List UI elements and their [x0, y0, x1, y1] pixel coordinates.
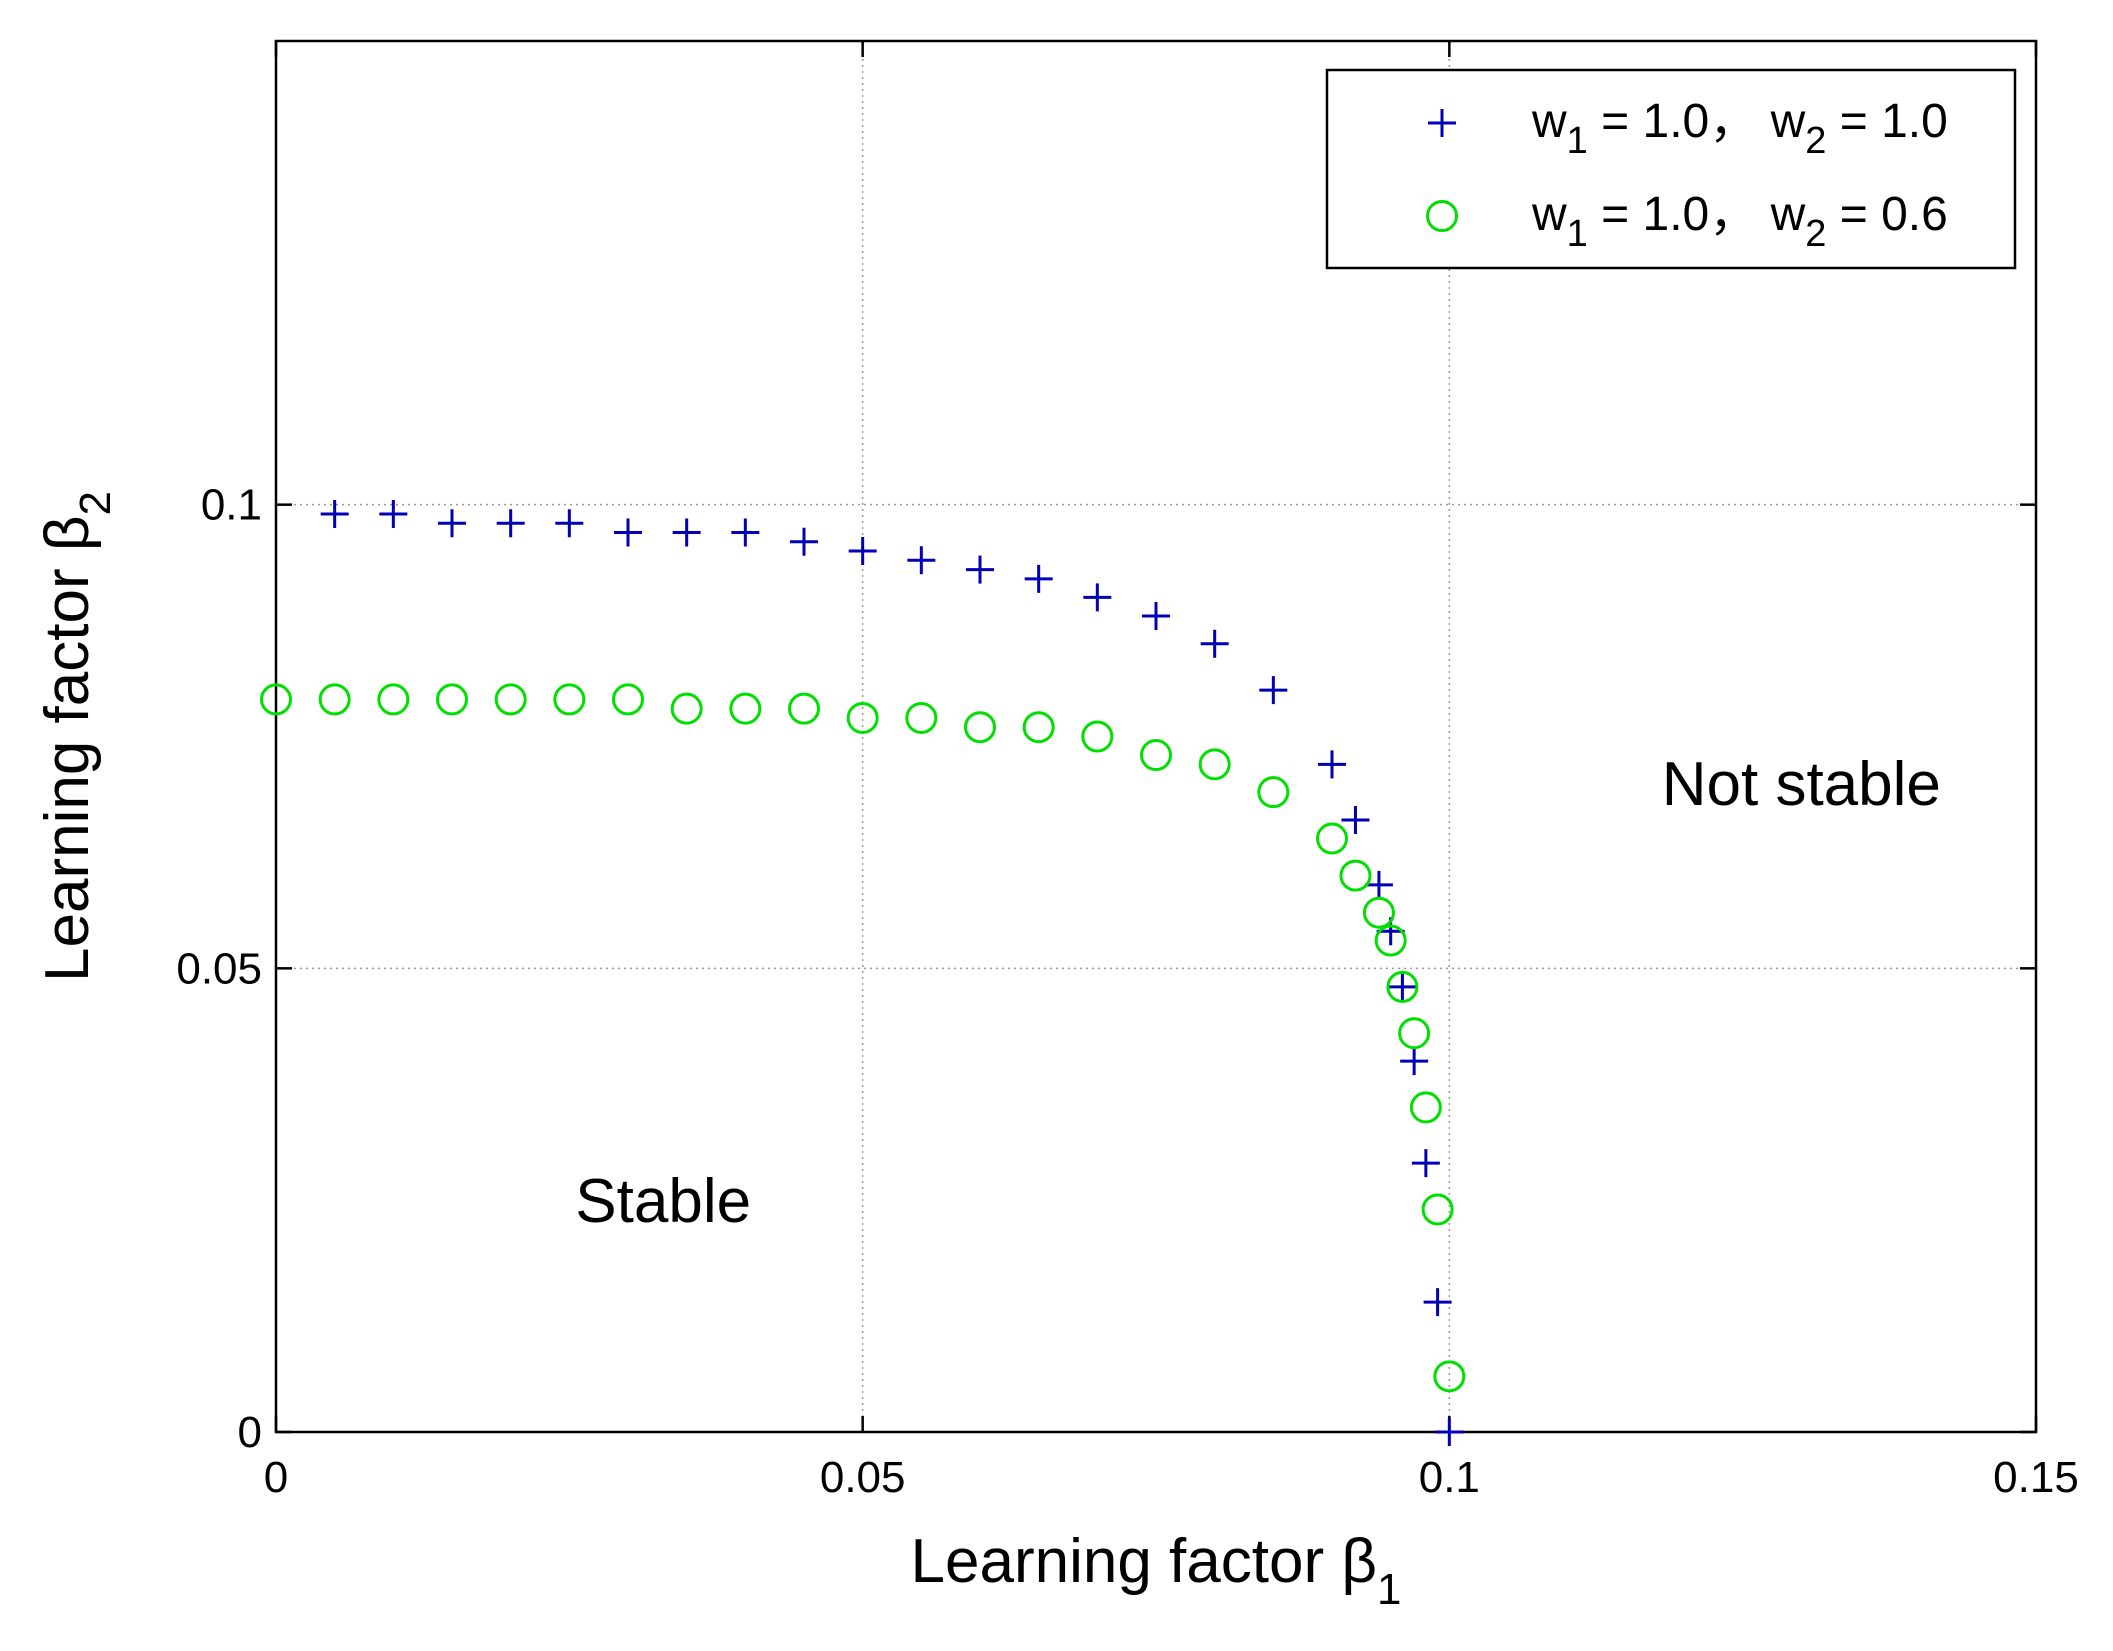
data-point-circle	[494, 683, 527, 716]
data-point-circle	[1409, 1091, 1442, 1124]
data-point-circle	[1316, 822, 1348, 855]
data-point-circle	[436, 683, 468, 716]
data-point-plus	[496, 509, 525, 538]
data-point-plus	[848, 537, 877, 566]
data-point-plus	[1388, 972, 1417, 1001]
data-point-plus	[790, 527, 818, 556]
data-point-plus	[966, 555, 994, 584]
data-point-circle	[1398, 1017, 1431, 1050]
x-tick-label: 0.15	[1993, 1453, 2079, 1502]
legend-entry-2: w1 = 1.0， w2 = 0.6	[1531, 188, 1948, 255]
data-point-circle	[729, 692, 762, 725]
data-point-plus	[1400, 1047, 1429, 1076]
data-point-plus	[1435, 1418, 1464, 1446]
data-point-circle	[670, 692, 703, 725]
data-point-circle	[612, 683, 644, 716]
legend-entry-1: w1 = 1.0， w2 = 1.0	[1531, 95, 1948, 162]
y-tick-label: 0	[238, 1408, 262, 1457]
legend-circle-symbol	[1426, 200, 1458, 232]
data-point-circle	[1433, 1360, 1466, 1393]
data-point-circle	[1081, 720, 1114, 753]
legend-marker-circle	[1426, 200, 1458, 232]
data-point-circle	[1140, 739, 1172, 772]
legend-box	[1325, 68, 2017, 270]
data-point-circle	[553, 683, 586, 716]
data-point-circle	[1339, 859, 1372, 892]
data-point-circle	[1198, 748, 1231, 781]
x-tick-label: 0	[264, 1453, 288, 1502]
legend: w1 = 1.0， w2 = 1.0 w1 = 1.0， w2 = 0.6	[1325, 68, 2017, 270]
data-point-circle	[377, 683, 410, 716]
data-point-plus	[614, 518, 642, 547]
axis-ticks: 0 0.05 0.1 0.15 0 0.05 0.1	[176, 41, 2079, 1502]
annotation-not-stable: Not stable	[1662, 750, 1941, 819]
data-point-plus	[1411, 1149, 1440, 1178]
data-point-plus	[1341, 805, 1370, 834]
data-point-circle	[964, 711, 996, 744]
data-point-plus	[379, 499, 408, 528]
series-1	[320, 499, 1464, 1446]
data-point-circle	[1374, 924, 1407, 957]
series-2	[260, 683, 1466, 1393]
plot-area-frame	[274, 39, 2038, 1434]
data-point-circle	[1421, 1193, 1454, 1226]
data-point-plus	[1364, 870, 1393, 899]
annotation-stable: Stable	[575, 1167, 751, 1236]
data-point-plus	[672, 518, 701, 547]
data-point-plus	[555, 509, 584, 538]
data-point-circle	[260, 683, 292, 716]
data-point-circle	[318, 683, 351, 716]
x-tick-label: 0.05	[820, 1453, 906, 1502]
y-tick-label: 0.1	[201, 481, 262, 530]
legend-marker-plus	[1428, 109, 1456, 137]
data-point-plus	[1083, 583, 1112, 612]
data-point-plus	[1024, 564, 1053, 593]
x-axis-label: Learning factor β1	[911, 1527, 1402, 1614]
data-point-plus	[907, 546, 936, 575]
data-point-circle	[846, 701, 879, 734]
data-point-plus	[1200, 629, 1229, 658]
data-point-circle	[1257, 776, 1290, 809]
data-point-circle	[1386, 970, 1419, 1003]
data-point-plus	[320, 499, 349, 528]
data-point-circle	[1022, 711, 1055, 744]
data-point-circle	[788, 692, 820, 725]
data-marks	[260, 499, 1466, 1446]
x-tick-label: 0.1	[1419, 1453, 1480, 1502]
legend-plus-symbol	[1428, 109, 1456, 137]
data-point-plus	[1318, 750, 1346, 779]
y-tick-label: 0.05	[176, 944, 262, 993]
data-point-plus	[1423, 1288, 1452, 1317]
data-point-plus	[1259, 676, 1288, 705]
data-point-circle	[905, 701, 938, 734]
data-point-plus	[1142, 601, 1170, 630]
y-axis-label: Learning factor β2	[33, 491, 120, 982]
data-point-plus	[731, 518, 760, 547]
data-point-plus	[438, 509, 466, 538]
data-point-circle	[1362, 896, 1395, 929]
